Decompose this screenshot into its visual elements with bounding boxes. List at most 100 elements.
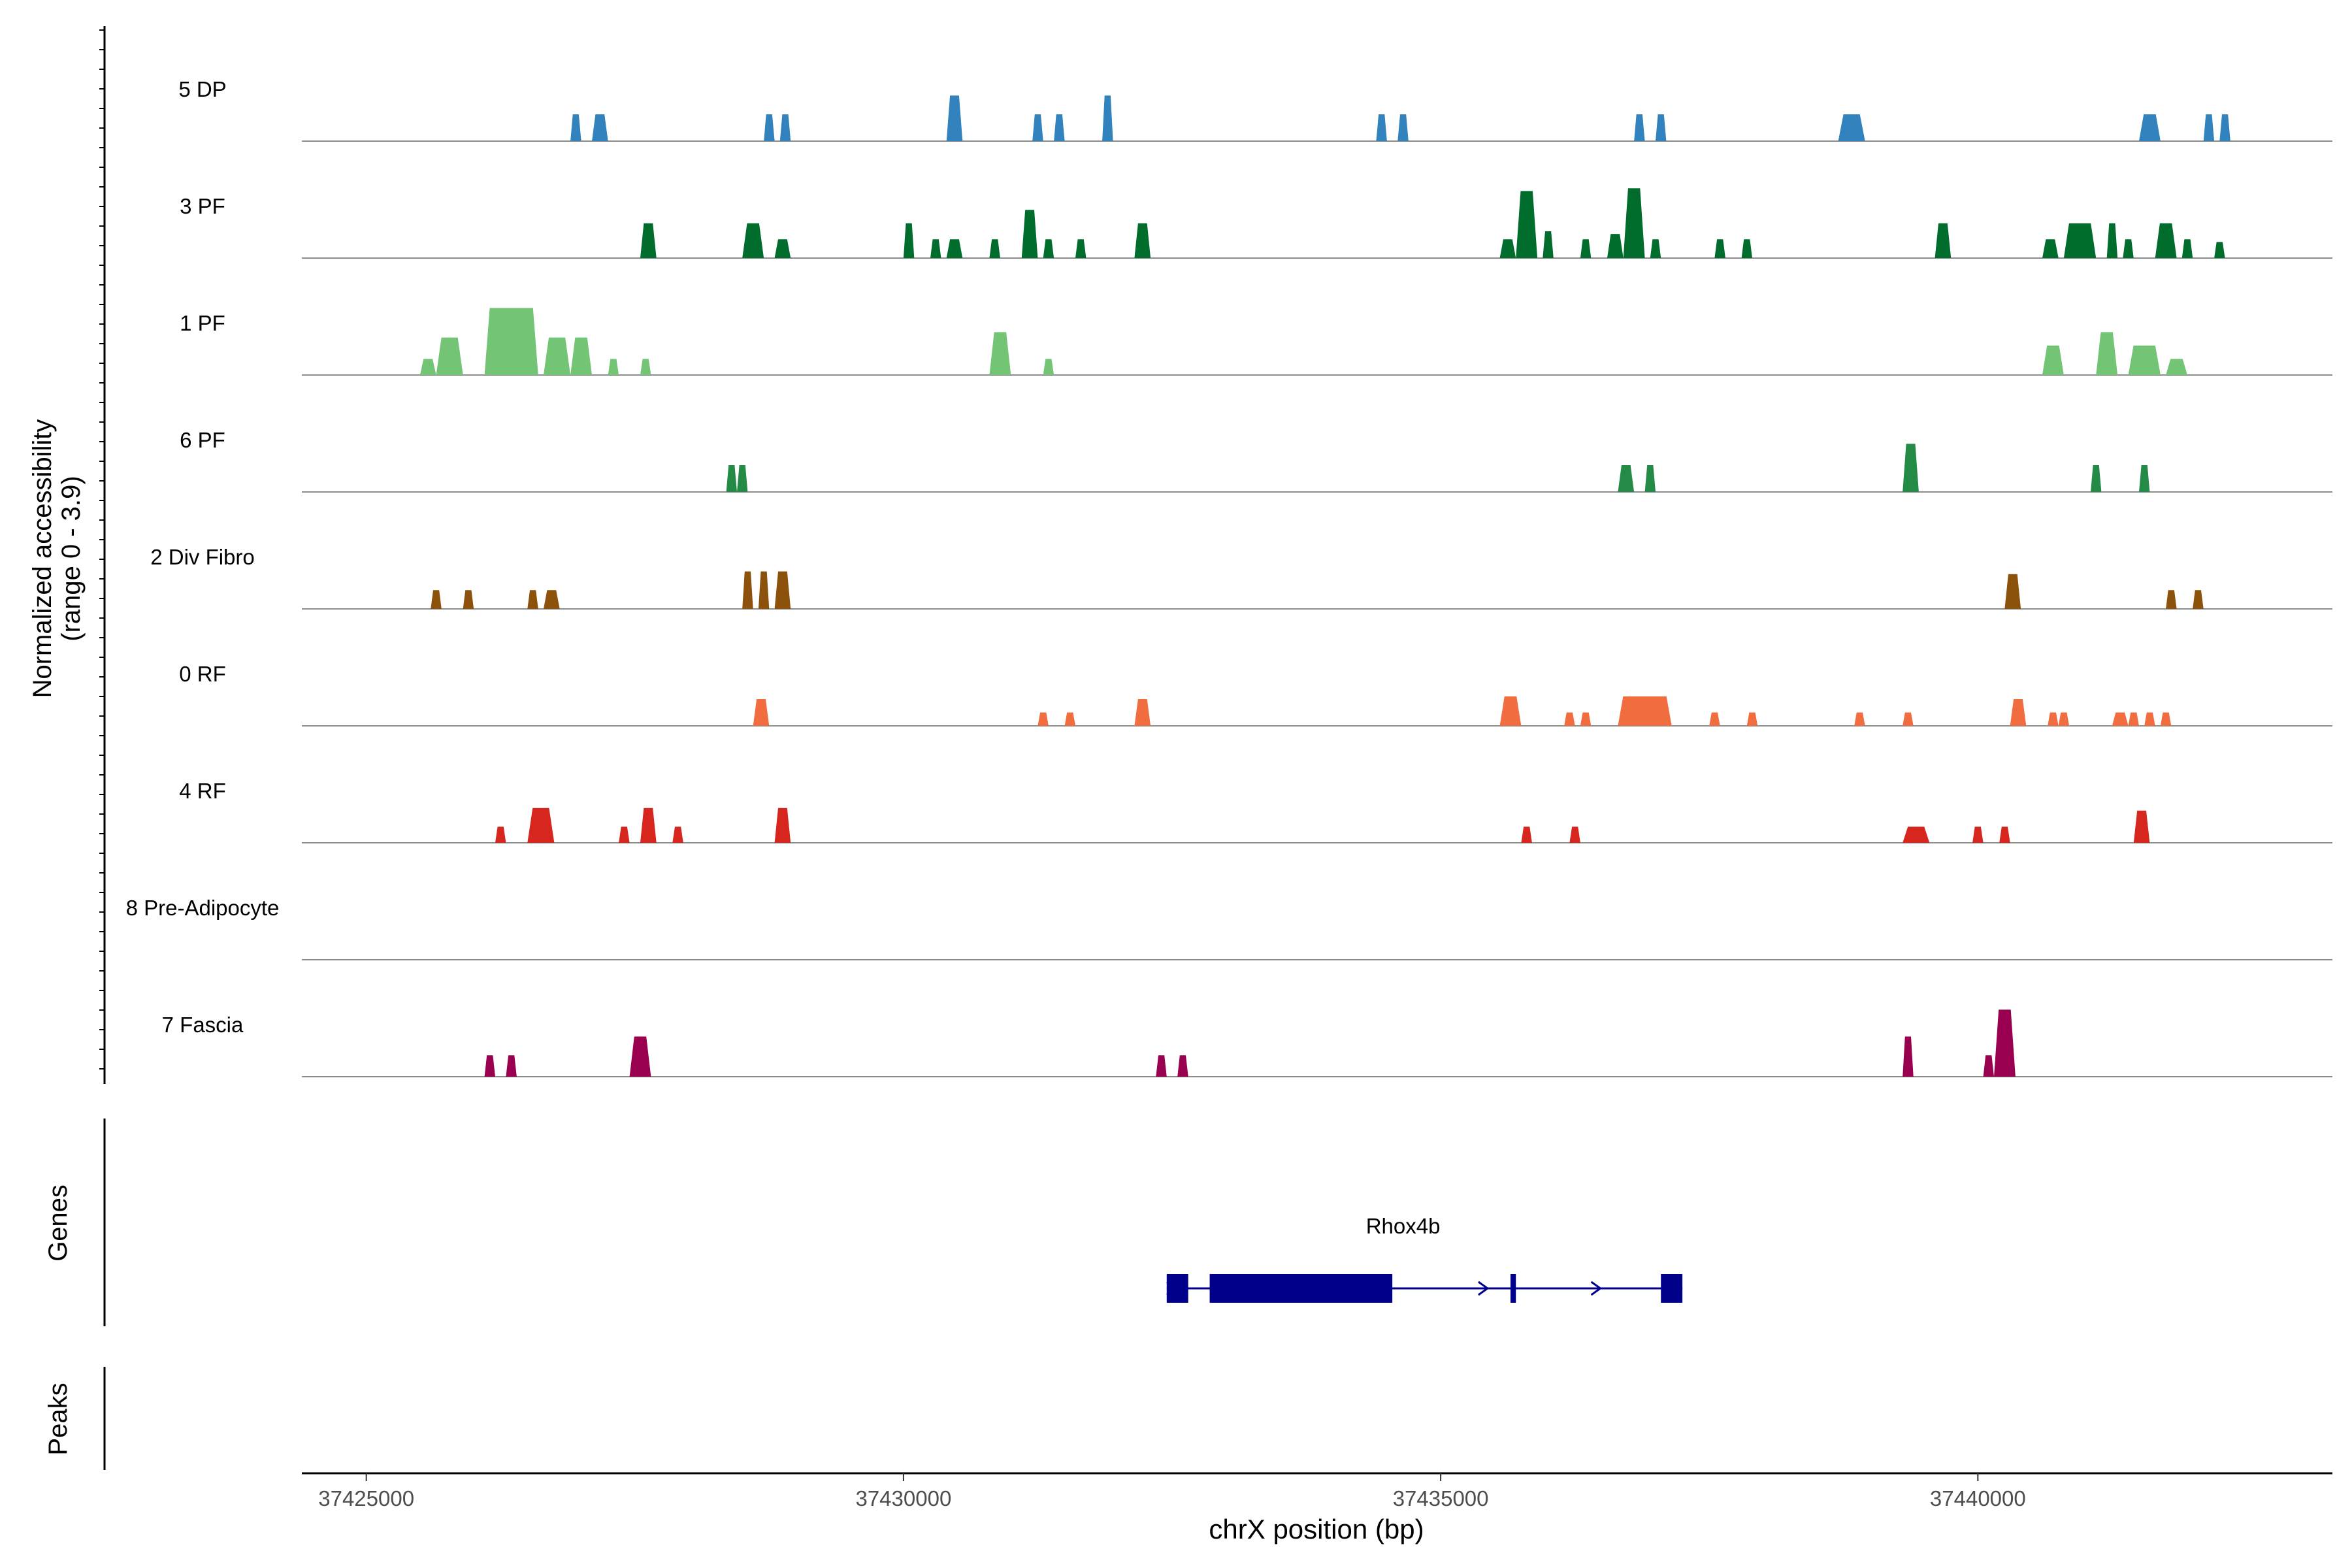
gene-name-label: Rhox4b bbox=[1366, 1214, 1441, 1238]
coverage-peak bbox=[1543, 231, 1554, 258]
coverage-peak bbox=[1623, 188, 1645, 258]
track-5-dp: 5 DP bbox=[178, 77, 2332, 142]
coverage-peak bbox=[640, 808, 657, 843]
coverage-peak bbox=[463, 590, 474, 609]
coverage-peak bbox=[436, 337, 463, 375]
track-0-rf: 0 RF bbox=[179, 662, 2332, 727]
coverage-peak bbox=[2144, 712, 2155, 726]
coverage-peak bbox=[1064, 712, 1075, 726]
coverage-peak bbox=[758, 571, 770, 609]
coverage-peak bbox=[544, 590, 560, 609]
coverage-peak bbox=[1102, 95, 1113, 141]
coverage-peak bbox=[2010, 699, 2027, 726]
track-label: 1 PF bbox=[180, 311, 225, 335]
coverage-peak bbox=[570, 114, 581, 141]
track-3-pf: 3 PF bbox=[180, 188, 2332, 259]
genes-title-text: Genes bbox=[44, 1184, 73, 1262]
coverage-peak bbox=[1075, 239, 1086, 258]
coverage-peak bbox=[527, 590, 538, 609]
coverage-peak bbox=[619, 826, 630, 843]
x-tick-label: 37435000 bbox=[1393, 1486, 1489, 1511]
track-label: 0 RF bbox=[179, 662, 226, 686]
coverage-peak bbox=[1156, 1055, 1167, 1077]
coverage-peak bbox=[1644, 465, 1656, 492]
coverage-peak bbox=[2128, 345, 2161, 375]
coverage-peak bbox=[431, 590, 442, 609]
coverage-peak bbox=[484, 1055, 495, 1077]
coverage-peak bbox=[629, 1036, 651, 1077]
coverage-peak bbox=[742, 223, 764, 258]
coverage-peak bbox=[2058, 712, 2070, 726]
coverage-peak bbox=[946, 239, 963, 258]
coverage-peak bbox=[506, 1055, 517, 1077]
coverage-peak bbox=[1709, 712, 1720, 726]
coverage-peak bbox=[484, 308, 538, 375]
coverage-peak bbox=[2219, 114, 2230, 141]
coverage-tracks: 5 DP 3 PF 1 PF 6 PF 2 Div Fibro 0 RF 4 RF 8 Pre… bbox=[126, 77, 2332, 1077]
coverage-peak bbox=[1994, 1009, 2016, 1077]
coverage-peak bbox=[1972, 826, 1984, 843]
coverage-peak bbox=[1656, 114, 1667, 141]
x-axis-ticks: 37425000 37430000 37435000 37440000 bbox=[318, 1473, 2026, 1511]
coverage-peak bbox=[2042, 345, 2064, 375]
x-tick-label: 37440000 bbox=[1930, 1486, 2026, 1511]
coverage-peak bbox=[640, 359, 651, 375]
coverage-peak bbox=[2139, 114, 2161, 141]
coverage-peak bbox=[2128, 712, 2139, 726]
y-axis-title: Normalized accessibility (range 0 - 3.9) bbox=[28, 419, 86, 698]
coverage-peak bbox=[1618, 465, 1635, 492]
coverage-peak bbox=[2091, 465, 2102, 492]
track-label: 5 DP bbox=[178, 77, 226, 101]
coverage-peak bbox=[1032, 114, 1043, 141]
track-8-pre-adipocyte: 8 Pre-Adipocyte bbox=[126, 896, 2332, 960]
coverage-peak bbox=[2160, 712, 2172, 726]
coverage-peak bbox=[2166, 590, 2177, 609]
coverage-peak bbox=[672, 826, 683, 843]
coverage-peak bbox=[1903, 444, 1919, 492]
coverage-peak bbox=[2112, 712, 2129, 726]
coverage-peak bbox=[726, 465, 737, 492]
coverage-peak bbox=[946, 95, 963, 141]
coverage-peak bbox=[1177, 1055, 1188, 1077]
coverage-peak bbox=[2123, 239, 2134, 258]
coverage-peak bbox=[1499, 239, 1516, 258]
coverage-peak bbox=[419, 359, 436, 375]
coverage-peak bbox=[1746, 712, 1758, 726]
coverage-peak bbox=[2203, 114, 2215, 141]
coverage-peak bbox=[527, 808, 555, 843]
track-label: 3 PF bbox=[180, 194, 225, 218]
coverage-peak bbox=[1521, 826, 1532, 843]
coverage-peak bbox=[742, 571, 753, 609]
coverage-peak bbox=[774, 808, 791, 843]
coverage-peak bbox=[1043, 359, 1054, 375]
coverage-peak bbox=[1054, 114, 1065, 141]
coverage-peak bbox=[1376, 114, 1387, 141]
track-6-pf: 6 PF bbox=[180, 428, 2332, 493]
coverage-peak bbox=[1983, 1055, 1994, 1077]
track-label: 4 RF bbox=[179, 779, 226, 803]
coverage-peak bbox=[2155, 223, 2177, 258]
gene-strand-arrow bbox=[1478, 1281, 1490, 1296]
peaks-title-text: Peaks bbox=[44, 1382, 73, 1455]
gene-exon bbox=[1511, 1274, 1516, 1303]
coverage-peak bbox=[779, 114, 791, 141]
gene-strand-arrow bbox=[1166, 1281, 1178, 1296]
coverage-peak bbox=[1564, 712, 1575, 726]
coverage-peak bbox=[1499, 696, 1522, 726]
track-label: 6 PF bbox=[180, 428, 225, 452]
coverage-peak bbox=[1741, 239, 1752, 258]
coverage-peak bbox=[1569, 826, 1580, 843]
x-axis-title: chrX position (bp) bbox=[1209, 1514, 1424, 1544]
track-1-pf: 1 PF bbox=[180, 308, 2332, 376]
coverage-peak bbox=[774, 239, 791, 258]
coverage-peak bbox=[2166, 359, 2187, 375]
coverage-peak bbox=[2106, 223, 2118, 258]
coverage-peak bbox=[737, 465, 748, 492]
coverage-peak bbox=[903, 223, 915, 258]
coverage-peak bbox=[1021, 210, 1038, 258]
y-axis-title-line1: Normalized accessibility bbox=[28, 419, 57, 698]
peaks-title: Peaks bbox=[44, 1382, 73, 1455]
coverage-peak bbox=[495, 826, 506, 843]
coverage-peak bbox=[2042, 239, 2059, 258]
